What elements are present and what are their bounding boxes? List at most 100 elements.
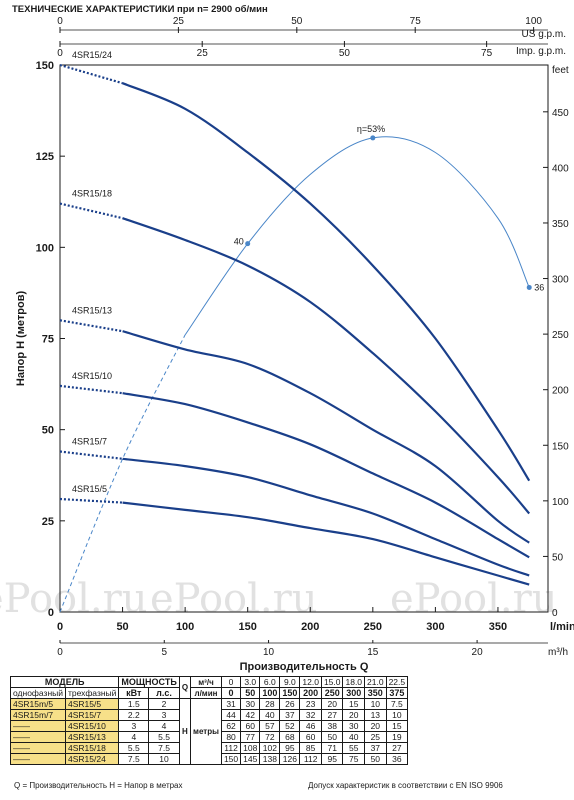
x-lmin-unit: l/min — [550, 621, 574, 633]
table-q-m3h-cell: 12.0 — [299, 676, 322, 688]
table-h-cell: 138 — [259, 753, 281, 765]
table-header-lmin: л/мин — [190, 687, 222, 699]
table-hp-cell: 10 — [148, 753, 180, 765]
footer-tolerance: Допуск характеристик в соответствии с EN… — [308, 781, 503, 790]
watermark-text: ePool.ru — [0, 576, 148, 622]
curve-4SR15-13 — [122, 330, 530, 544]
table-h-cell: 25 — [364, 731, 387, 743]
table-h-cell: 102 — [259, 742, 281, 754]
table-q-lmin-cell: 200 — [299, 687, 322, 699]
table-h-cell: 20 — [364, 720, 387, 732]
m3h-tick-label: 10 — [263, 647, 275, 658]
m3h-tick-label: 20 — [472, 647, 484, 658]
table-meters-label: метры — [190, 698, 222, 765]
table-hp-cell: 4 — [148, 720, 180, 732]
table-h-cell: 108 — [240, 742, 261, 754]
table-q-lmin-cell: 50 — [240, 687, 261, 699]
table-h-cell: 30 — [240, 698, 261, 710]
table-kw-cell: 2.2 — [118, 709, 150, 721]
m3h-tick-label: 15 — [367, 647, 379, 658]
efficiency-point-40 — [245, 241, 251, 247]
efficiency-curve-layer: η=53% 40 36 — [59, 124, 544, 613]
curve-dotted-4SR15-24 — [59, 63, 123, 85]
watermark-text: ePool.ru — [390, 576, 558, 622]
table-h-cell: 40 — [342, 731, 366, 743]
curve-dotted-4SR15-18 — [59, 202, 123, 220]
us-gpm-tick-label: 100 — [525, 16, 542, 27]
y-tick-label: 75 — [42, 334, 54, 346]
imp-gpm-tick-label: 50 — [339, 48, 351, 59]
table-single-phase-model: —— — [10, 720, 66, 732]
table-three-phase-model: 4SR15/24 — [64, 753, 120, 765]
table-h-cell: 23 — [299, 698, 322, 710]
imp-gpm-tick-label: 25 — [197, 48, 209, 59]
table-header-single-phase: однофазный — [10, 687, 66, 699]
pump-curves-layer: 4SR15/24 4SR15/18 4SR15/13 4SR15/10 4SR15/7 4… — [59, 50, 531, 586]
y-tick-label: 50 — [42, 425, 54, 437]
table-h-cell: 150 — [220, 753, 242, 765]
imp-gpm-unit: Imp. g.p.m. — [516, 46, 566, 57]
watermark-text: ePool.ru — [150, 576, 318, 622]
table-h-cell: 62 — [220, 720, 242, 732]
table-q-m3h-cell: 3.0 — [240, 676, 261, 688]
x-tick-label: 350 — [489, 621, 507, 633]
table-h-cell: 60 — [299, 731, 322, 743]
x-tick-label: 250 — [364, 621, 382, 633]
feet-tick-label: 50 — [552, 552, 564, 563]
table-q-m3h-cell: 9.0 — [279, 676, 301, 688]
curve-label: 4SR15/18 — [72, 189, 112, 199]
feet-tick-label: 100 — [552, 497, 569, 508]
m3h-unit: m³/h — [548, 647, 568, 658]
imp-gpm-tick-label: 75 — [481, 48, 493, 59]
curve-4SR15-10 — [122, 392, 530, 559]
feet-tick-label: 300 — [552, 275, 569, 286]
feet-tick-label: 200 — [552, 386, 569, 397]
feet-tick-label: 450 — [552, 108, 569, 119]
table-h-cell: 15 — [342, 698, 366, 710]
table-single-phase-model: —— — [10, 742, 66, 754]
table-h-cell: 68 — [279, 731, 301, 743]
m3h-tick-label: 5 — [161, 647, 167, 658]
table-h-cell: 50 — [364, 753, 387, 765]
feet-tick-label: 250 — [552, 330, 569, 341]
feet-tick-label: 400 — [552, 163, 569, 174]
us-gpm-tick-label: 0 — [57, 16, 63, 27]
curve-label: 4SR15/10 — [72, 371, 112, 381]
efficiency-curve-dashed — [59, 334, 186, 613]
table-h-cell: 13 — [364, 709, 387, 721]
curve-4SR15-7 — [122, 457, 530, 577]
table-row: —— 4SR15/13 4 5.5 80 77 72 68 60 50 40 25 19 — [10, 731, 409, 743]
curve-dotted-4SR15-7 — [59, 450, 123, 460]
m3h-tick-label: 0 — [57, 647, 63, 658]
y-axis-title: Напор H (метров) — [15, 291, 27, 387]
table-h-cell: 42 — [240, 709, 261, 721]
feet-tick-label: 0 — [552, 608, 558, 619]
table-header-hp: л.с. — [148, 687, 180, 699]
curve-label: 4SR15/13 — [72, 305, 112, 315]
feet-unit: feet — [552, 65, 569, 76]
y-tick-label: 150 — [36, 60, 54, 72]
x-tick-label: 50 — [116, 621, 128, 633]
us-gpm-tick-label: 25 — [173, 16, 185, 27]
table-h-cell: 72 — [259, 731, 281, 743]
table-q-lmin-cell: 100 — [259, 687, 281, 699]
y-tick-label: 100 — [36, 242, 54, 254]
table-h-cell: 15 — [385, 720, 409, 732]
table-hp-cell: 2 — [148, 698, 180, 710]
table-h-cell: 30 — [342, 720, 366, 732]
table-single-phase-model: —— — [10, 731, 66, 743]
table-h-cell: 60 — [240, 720, 261, 732]
table-q-lmin-cell: 0 — [220, 687, 242, 699]
curve-dotted-4SR15-5 — [59, 497, 123, 504]
table-h-cell: 19 — [385, 731, 409, 743]
table-row: —— 4SR15/18 5.5 7.5 112 108 102 95 85 71 55 37 27 — [10, 742, 409, 754]
table-q-lmin-cell: 350 — [364, 687, 387, 699]
efficiency-peak-label: η=53% — [357, 124, 385, 134]
table-h-cell: 31 — [220, 698, 242, 710]
table-h-cell: 95 — [279, 742, 301, 754]
table-h-cell: 57 — [259, 720, 281, 732]
x-tick-label: 200 — [301, 621, 319, 633]
table-q-m3h-cell: 22.5 — [385, 676, 409, 688]
